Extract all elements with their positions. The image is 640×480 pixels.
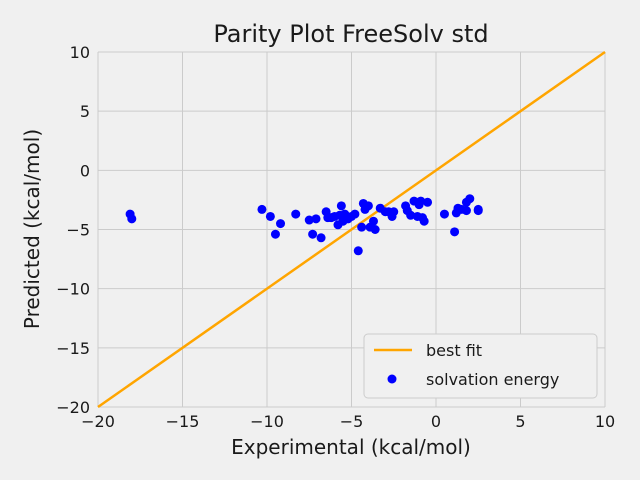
- x-tick-label: −15: [166, 412, 200, 431]
- legend-best-fit-label: best fit: [426, 341, 482, 360]
- scatter-point: [316, 233, 326, 243]
- scatter-point: [304, 215, 314, 225]
- scatter-point: [370, 225, 380, 234]
- y-axis-label: Predicted (kcal/mol): [20, 129, 44, 329]
- scatter-point: [389, 207, 399, 217]
- tick-labels: −20 −15 −10 −5 0 5 10 −20 −15 −10 −5 0 5 10: [56, 43, 615, 431]
- scatter-point: [419, 216, 429, 226]
- scatter-point: [357, 222, 367, 232]
- y-tick-label: 10: [70, 43, 90, 62]
- scatter-point: [473, 206, 483, 216]
- y-tick-label: −15: [56, 339, 90, 358]
- x-tick-label: 5: [515, 412, 525, 431]
- scatter-point: [265, 211, 275, 221]
- scatter-point: [439, 209, 449, 219]
- x-tick-label: −10: [250, 412, 284, 431]
- y-tick-label: −10: [56, 280, 90, 299]
- scatter-point: [465, 194, 475, 204]
- x-axis-label: Experimental (kcal/mol): [231, 435, 471, 459]
- chart-title: Parity Plot FreeSolv std: [213, 20, 488, 48]
- scatter-point: [416, 196, 426, 206]
- scatter-point: [311, 214, 321, 224]
- x-tick-label: −20: [81, 412, 115, 431]
- x-tick-label: 0: [431, 412, 441, 431]
- scatter-point: [336, 201, 346, 211]
- scatter-point: [350, 209, 360, 219]
- y-tick-label: 5: [80, 102, 90, 121]
- best-fit-line: [97, 50, 606, 409]
- scatter-point: [291, 209, 301, 219]
- legend-box: [363, 333, 598, 399]
- scatter-point: [368, 216, 378, 226]
- y-tick-label: −20: [56, 398, 90, 417]
- x-tick-label: 10: [595, 412, 615, 431]
- legend-solvation-energy-label: solvation energy: [426, 370, 559, 389]
- legend: best fit solvation energy: [363, 333, 598, 399]
- y-tick-label: −5: [66, 221, 90, 240]
- y-tick-label: 0: [80, 161, 90, 180]
- x-tick-label: −5: [340, 412, 364, 431]
- scatter-point: [270, 229, 280, 239]
- scatter-point: [257, 204, 267, 214]
- scatter-point: [276, 219, 286, 229]
- scatter-point: [363, 201, 373, 211]
- scatter-point: [406, 210, 416, 220]
- scatter-point: [423, 197, 433, 207]
- scatter-point: [308, 229, 318, 239]
- scatter-points: [125, 194, 483, 256]
- legend-solvation-energy-swatch: [387, 374, 397, 384]
- scatter-point: [450, 227, 460, 237]
- scatter-point: [127, 214, 137, 224]
- scatter-point: [461, 206, 471, 216]
- scatter-point: [353, 246, 363, 256]
